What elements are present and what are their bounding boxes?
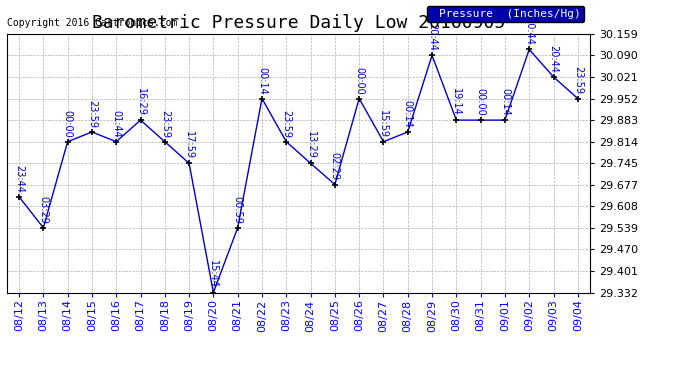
Text: 03:29: 03:29: [39, 196, 48, 223]
Text: 20:44: 20:44: [524, 17, 534, 45]
Legend: Pressure  (Inches/Hg): Pressure (Inches/Hg): [427, 6, 584, 22]
Text: 23:44: 23:44: [14, 165, 24, 193]
Text: 20:44: 20:44: [549, 45, 558, 73]
Text: 00:14: 00:14: [403, 100, 413, 128]
Text: 00:00: 00:00: [354, 67, 364, 94]
Text: 19:14: 19:14: [451, 88, 462, 116]
Text: 00:00: 00:00: [63, 110, 72, 138]
Text: 00:14: 00:14: [257, 67, 267, 94]
Text: 13:29: 13:29: [306, 131, 315, 159]
Text: 01:44: 01:44: [111, 110, 121, 138]
Text: 23:59: 23:59: [573, 66, 583, 94]
Text: Copyright 2016 Cartronics.com: Copyright 2016 Cartronics.com: [7, 18, 177, 28]
Text: 23:59: 23:59: [87, 100, 97, 128]
Text: 02:29: 02:29: [330, 152, 340, 180]
Title: Barometric Pressure Daily Low 20160905: Barometric Pressure Daily Low 20160905: [92, 14, 505, 32]
Text: 23:59: 23:59: [282, 110, 291, 138]
Text: 00:14: 00:14: [500, 88, 510, 116]
Text: 00:59: 00:59: [233, 196, 243, 223]
Text: 15:59: 15:59: [378, 110, 388, 138]
Text: 20:44: 20:44: [427, 23, 437, 51]
Text: 00:00: 00:00: [475, 88, 486, 116]
Text: 16:29: 16:29: [135, 88, 146, 116]
Text: 17:59: 17:59: [184, 131, 194, 159]
Text: 15:44: 15:44: [208, 261, 219, 288]
Text: 23:59: 23:59: [160, 110, 170, 138]
